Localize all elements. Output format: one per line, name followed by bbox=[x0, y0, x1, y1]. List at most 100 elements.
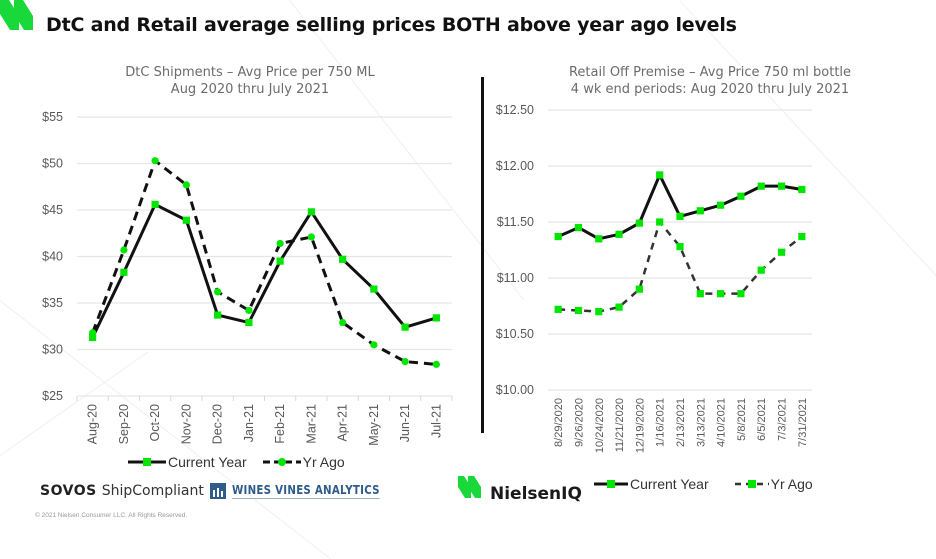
data-point-yr-ago bbox=[777, 248, 786, 256]
legend-label-current-year: Current Year bbox=[630, 476, 709, 492]
data-point-current-year bbox=[574, 224, 583, 232]
data-point-current-year bbox=[595, 235, 603, 243]
nielseniq-mark-icon bbox=[458, 476, 481, 498]
legend-item-current-year: Current Year bbox=[128, 454, 247, 470]
x-tick-label: 10/24/2020 bbox=[594, 398, 606, 453]
data-point-current-year bbox=[777, 182, 786, 190]
data-point-yr-ago bbox=[214, 288, 222, 296]
x-tick-label: Dec-20 bbox=[211, 404, 225, 444]
series-line-current-year bbox=[557, 173, 803, 241]
legend-label-current-year: Current Year bbox=[168, 454, 247, 470]
y-tick-label: $10.50 bbox=[496, 327, 534, 341]
data-point-yr-ago bbox=[307, 233, 315, 241]
data-point-yr-ago bbox=[89, 329, 97, 337]
data-point-yr-ago bbox=[554, 305, 562, 313]
data-point-yr-ago bbox=[595, 308, 603, 316]
y-tick-label: $50 bbox=[42, 157, 63, 171]
data-point-yr-ago bbox=[635, 285, 643, 293]
x-tick-label: 4/10/2021 bbox=[716, 398, 728, 447]
legend-dashed-circle-icon bbox=[262, 458, 301, 466]
sovos-wordmark: SOVOS bbox=[40, 483, 97, 499]
slide-headline: DtC and Retail average selling prices BO… bbox=[46, 14, 737, 36]
legend-label-yr-ago: Yr Ago bbox=[770, 476, 813, 492]
x-tick-label: Apr-21 bbox=[336, 404, 350, 442]
legend-label-yr-ago: Yr Ago bbox=[302, 454, 345, 470]
retail-chart-title: Retail Off Premise – Avg Price 750 ml bo… bbox=[500, 64, 920, 98]
y-tick-label: $40 bbox=[42, 250, 63, 264]
data-point-current-year bbox=[615, 230, 623, 238]
data-point-current-year bbox=[339, 255, 347, 263]
wines-vines-analytics-logo: WINES VINES ANALYTICS bbox=[210, 482, 412, 499]
data-point-yr-ago bbox=[656, 218, 664, 226]
dtc-chart-title-line1: DtC Shipments – Avg Price per 750 ML bbox=[125, 65, 375, 80]
x-tick-label: 5/8/2021 bbox=[736, 398, 748, 441]
shipcompliant-wordmark: ShipCompliant bbox=[101, 483, 204, 499]
y-tick-label: $35 bbox=[42, 296, 63, 310]
x-tick-label: Jul-21 bbox=[429, 404, 443, 438]
x-tick-label: 7/3/2021 bbox=[777, 398, 789, 441]
dtc-price-chart: $25 $30 $35 $40 $45 $50 $55 Aug-20 Sep-20 Oct-20 N… bbox=[42, 110, 453, 446]
data-point-yr-ago bbox=[245, 306, 253, 315]
y-tick-label: $55 bbox=[42, 110, 63, 124]
wines-vines-wordmark: WINES VINES ANALYTICS bbox=[232, 482, 380, 499]
y-tick-label: $25 bbox=[42, 389, 63, 403]
data-point-current-year bbox=[432, 314, 440, 322]
copyright-notice: © 2021 Nielsen Consumer LLC. All Rights … bbox=[35, 512, 188, 519]
data-point-current-year bbox=[554, 232, 562, 241]
nielseniq-wordmark: NielsenIQ bbox=[490, 484, 582, 504]
y-tick-label: $11.00 bbox=[497, 271, 534, 285]
data-point-yr-ago bbox=[120, 246, 128, 254]
data-point-yr-ago bbox=[276, 239, 284, 248]
series-line-current-year bbox=[91, 202, 437, 339]
data-point-yr-ago bbox=[370, 341, 378, 349]
retail-chart-legend: Current Year Yr Ago bbox=[594, 476, 829, 492]
data-point-current-year bbox=[214, 311, 222, 319]
series-line-yr-ago bbox=[91, 159, 437, 366]
data-point-current-year bbox=[717, 201, 725, 209]
dtc-chart-subtitle: Aug 2020 thru July 2021 bbox=[170, 82, 330, 97]
data-point-current-year bbox=[656, 171, 664, 179]
x-tick-label: 2/13/2021 bbox=[675, 398, 687, 447]
x-tick-label: Nov-20 bbox=[179, 404, 193, 444]
data-point-yr-ago bbox=[151, 157, 159, 165]
retail-price-chart: $10.00 $10.50 $11.00 $11.50 $12.00 $12.50 8/29… bbox=[496, 103, 812, 453]
data-point-current-year bbox=[635, 219, 643, 227]
data-point-current-year bbox=[120, 268, 128, 276]
data-point-yr-ago bbox=[574, 306, 583, 315]
data-point-yr-ago bbox=[432, 360, 440, 368]
nielseniq-logo: NielsenIQ bbox=[458, 476, 582, 504]
legend-item-yr-ago: Yr Ago bbox=[262, 454, 345, 470]
x-tick-label: 6/5/2021 bbox=[756, 398, 768, 441]
data-point-current-year bbox=[401, 323, 409, 331]
x-tick-label: 12/19/2020 bbox=[634, 398, 646, 453]
legend-solid-square-icon bbox=[128, 458, 166, 466]
data-point-yr-ago bbox=[717, 290, 725, 298]
x-tick-label: Feb-21 bbox=[273, 404, 287, 444]
data-point-current-year bbox=[276, 257, 284, 265]
legend-item-yr-ago: Yr Ago bbox=[734, 476, 813, 492]
data-point-yr-ago bbox=[798, 232, 806, 241]
y-tick-label: $10.00 bbox=[496, 383, 534, 397]
x-tick-label: Jun-21 bbox=[398, 404, 412, 442]
y-tick-label: $12.50 bbox=[496, 103, 534, 117]
brand-logo-icon bbox=[0, 0, 33, 30]
data-point-yr-ago bbox=[401, 357, 409, 366]
x-tick-label: Jan-21 bbox=[242, 404, 256, 442]
legend-solid-square-icon bbox=[594, 480, 628, 488]
sovos-shipcompliant-logo: SOVOS ShipCompliant bbox=[40, 482, 204, 499]
data-point-current-year bbox=[245, 318, 253, 327]
data-point-current-year bbox=[798, 185, 806, 194]
x-tick-label: 11/21/2020 bbox=[614, 398, 626, 452]
data-point-yr-ago bbox=[676, 243, 684, 251]
x-tick-label: Mar-21 bbox=[304, 404, 318, 444]
x-tick-label: 1/16/2021 bbox=[655, 398, 667, 447]
data-point-yr-ago bbox=[339, 318, 347, 327]
data-point-current-year bbox=[89, 333, 97, 342]
retail-chart-subtitle: 4 wk end periods: Aug 2020 thru July 202… bbox=[570, 82, 850, 97]
data-point-yr-ago bbox=[182, 181, 190, 189]
y-tick-label: $12.00 bbox=[496, 159, 534, 173]
x-tick-label: Sep-20 bbox=[117, 404, 131, 444]
data-point-current-year bbox=[307, 208, 315, 216]
legend-item-current-year: Current Year bbox=[594, 476, 709, 492]
data-point-yr-ago bbox=[737, 290, 745, 298]
